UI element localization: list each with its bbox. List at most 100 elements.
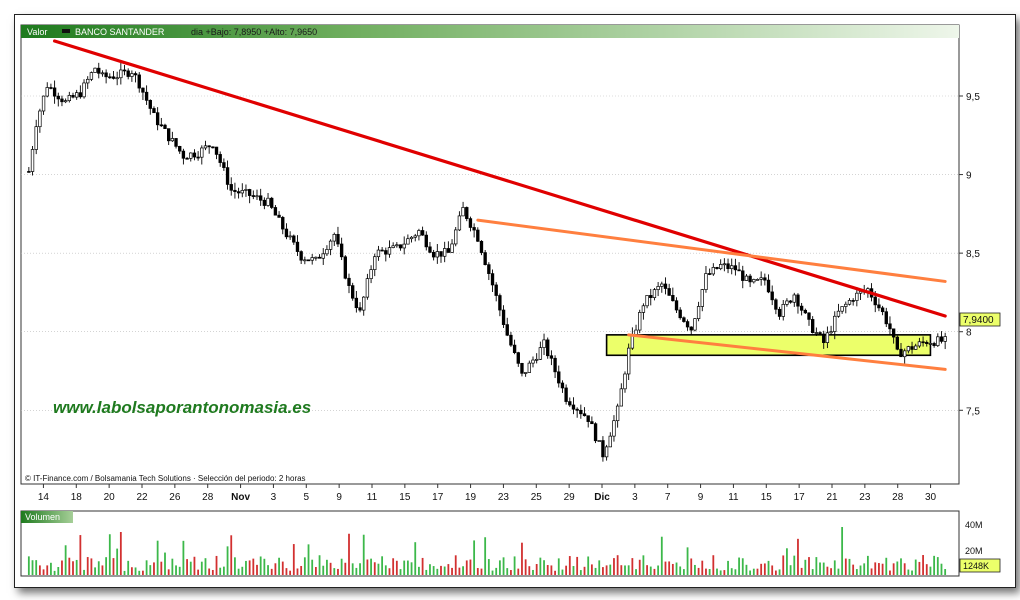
volume-bar: [756, 568, 759, 575]
candle-body: [244, 189, 248, 191]
candle-body: [593, 423, 598, 442]
volume-bar: [322, 565, 325, 575]
volume-bar: [307, 544, 310, 575]
candle-body: [395, 244, 399, 247]
candle-body: [535, 358, 539, 361]
volume-bar: [609, 564, 612, 575]
candle-body: [247, 189, 252, 196]
volume-bar: [406, 560, 409, 575]
candle-body: [479, 240, 484, 253]
candle-body: [523, 372, 528, 374]
volume-bar: [767, 560, 770, 575]
x-tick-label: 28: [202, 492, 214, 503]
candle-body: [770, 291, 774, 301]
volume-bar: [458, 567, 461, 575]
volume-bar: [197, 569, 200, 575]
candle-body: [645, 295, 649, 307]
volume-panel: [20, 510, 960, 577]
x-tick-label: 18: [71, 492, 83, 503]
volume-bar: [101, 565, 104, 575]
volume-bar: [119, 532, 122, 575]
volume-bar: [436, 568, 439, 575]
candle-body: [178, 145, 182, 152]
candle-body: [351, 285, 355, 299]
candle-body: [133, 73, 138, 76]
candle-body: [707, 273, 712, 275]
x-tick-label: 3: [271, 492, 277, 503]
candle-body: [833, 315, 837, 332]
volume-bar: [31, 560, 34, 575]
volume-bar: [204, 558, 207, 575]
volume-bar: [889, 570, 891, 575]
candle-body: [259, 195, 263, 201]
volume-bar: [701, 560, 704, 575]
candle-body: [144, 91, 149, 101]
x-tick-label: 26: [169, 492, 181, 503]
volume-bar: [502, 557, 505, 575]
candle-body: [549, 355, 554, 359]
volume-bar: [745, 564, 748, 575]
volume-bar: [866, 555, 869, 575]
candle-body: [358, 307, 362, 311]
candle-body: [520, 362, 524, 374]
candle-body: [494, 284, 498, 296]
candle-body: [192, 152, 197, 158]
volume-bar: [314, 567, 317, 575]
volume-bar: [90, 558, 93, 575]
chart-frame: Valor BANCO SANTANDER dia +Bajo: 7,8950 …: [14, 14, 1016, 588]
candle-body: [722, 263, 727, 266]
candle-body: [273, 207, 278, 216]
candle-body: [218, 154, 222, 163]
candle-body: [527, 362, 531, 373]
volume-bar: [292, 544, 295, 575]
volume-bar: [811, 569, 814, 575]
candle-body: [726, 263, 730, 270]
volume-bar: [730, 568, 733, 575]
candle-body: [903, 350, 907, 358]
volume-bar: [156, 540, 159, 575]
candle-body: [34, 126, 38, 150]
candle-body: [63, 100, 68, 103]
candle-body: [181, 150, 186, 159]
volume-bar: [175, 565, 177, 575]
volume-bar: [395, 560, 398, 575]
volume-bar: [35, 560, 38, 575]
candle-body: [49, 87, 53, 89]
candle-body: [582, 413, 587, 417]
volume-bar: [278, 557, 280, 575]
candle-body: [674, 300, 679, 311]
volume-bar: [57, 567, 60, 575]
volume-bar: [933, 555, 936, 575]
volume-bar: [855, 569, 858, 575]
price-panel: [20, 24, 960, 485]
volume-bar: [579, 570, 582, 575]
volume-bar: [815, 557, 818, 575]
volume-bar: [462, 566, 464, 575]
volume-bar: [215, 555, 218, 575]
candle-body: [130, 73, 134, 77]
volume-bar: [64, 545, 67, 575]
volume-bar: [484, 537, 487, 575]
volume-bar: [679, 566, 682, 575]
candle-body: [888, 323, 892, 330]
volume-bar: [178, 566, 181, 575]
volume-bar: [830, 568, 832, 575]
y-tick-label: 7,5: [966, 406, 980, 417]
volume-bar: [429, 564, 431, 575]
x-tick-label: Dic: [594, 492, 610, 503]
x-tick-label: 30: [925, 492, 937, 503]
candle-body: [75, 92, 79, 98]
volume-bar: [491, 570, 494, 575]
volume-bar: [263, 558, 266, 575]
valor-label: Valor: [27, 27, 47, 37]
volume-bar: [208, 568, 211, 575]
candle-body: [844, 303, 848, 307]
volume-bar: [281, 561, 284, 575]
candle-body: [137, 74, 141, 89]
candle-body: [424, 234, 428, 248]
candle-body: [402, 243, 406, 249]
volume-bar: [774, 570, 777, 575]
volume-bar: [616, 555, 619, 575]
candle-body: [211, 146, 215, 149]
volume-bar: [690, 558, 693, 575]
